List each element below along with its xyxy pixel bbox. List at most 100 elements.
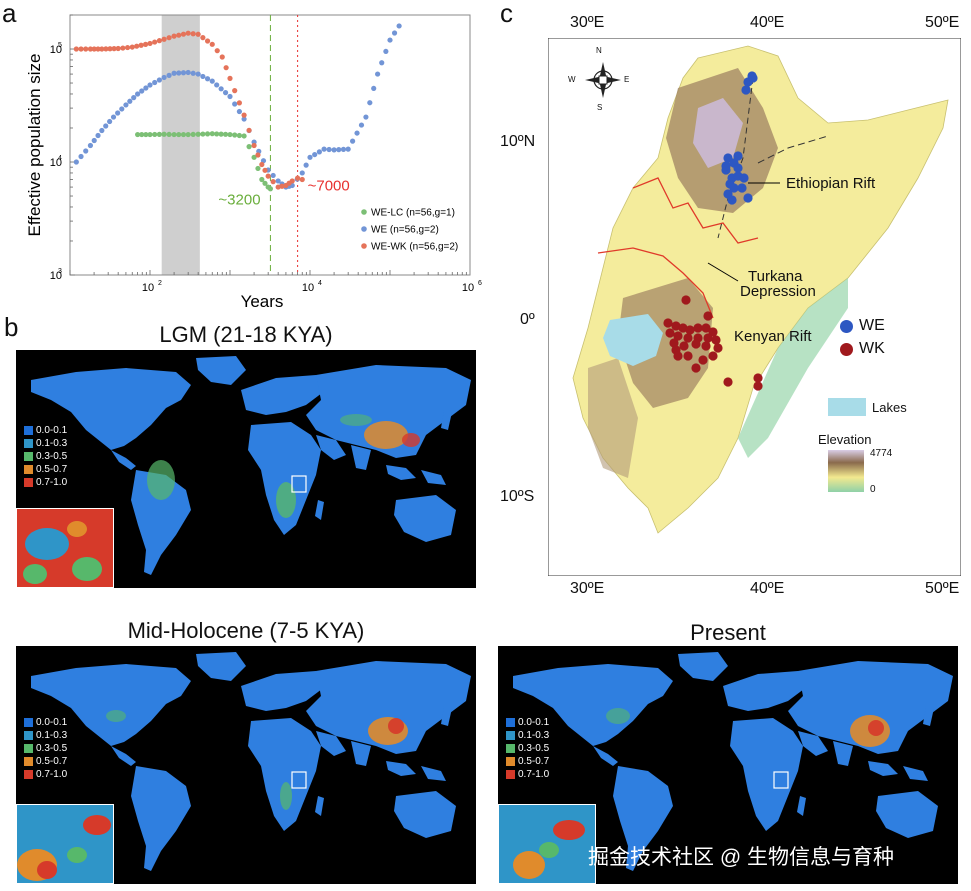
series-point-0: [200, 131, 206, 137]
panel-c-letter: c: [500, 0, 513, 28]
panel-a-letter: a: [2, 0, 17, 28]
x-tick-exp: 2: [158, 280, 162, 287]
series-point-2: [251, 142, 257, 149]
series-point-0: [259, 176, 265, 183]
sample-point-wk: [691, 339, 701, 349]
series-point-1: [139, 88, 145, 94]
series-point-0: [135, 131, 141, 138]
y-tick-exp: 5: [58, 42, 62, 49]
series-point-2: [209, 41, 215, 47]
series-point-1: [204, 76, 211, 82]
series-point-1: [340, 146, 347, 152]
series-point-1: [131, 95, 137, 101]
series-point-2: [262, 167, 268, 173]
series-point-1: [367, 100, 373, 106]
sample-point-wk: [713, 343, 723, 353]
legend-swatch: [506, 731, 515, 740]
legend-dot-we: [840, 319, 853, 333]
sample-point-wk: [673, 331, 683, 341]
series-point-1: [396, 23, 402, 29]
ethiopian-highlands-peaks: [693, 98, 743, 168]
lat-0: 0º: [520, 311, 535, 328]
sample-point-wk: [708, 351, 718, 361]
label-turkana: Turkana: [748, 268, 803, 285]
legend-label: 0.0-0.1: [36, 425, 68, 436]
sample-point-wk: [669, 338, 679, 348]
legend-label: 0.1-0.3: [36, 730, 68, 741]
sample-point-we: [733, 163, 743, 173]
compass-s: S: [597, 103, 603, 112]
world-map-mid-holocene: 0.0-0.1 0.1-0.3 0.3-0.5 0.5-0.7 0.7-1.0: [16, 646, 476, 884]
series-point-2: [87, 46, 94, 52]
y-axis-label: Effective population size: [25, 53, 44, 236]
world-map-lgm-svg: [31, 356, 471, 575]
lon-top-50: 50ºE: [925, 14, 960, 31]
sample-point-we: [741, 85, 751, 95]
series-point-1: [195, 71, 201, 77]
series-point-1: [91, 137, 97, 144]
series-point-0: [214, 131, 220, 137]
series-point-1: [78, 153, 84, 160]
series-point-2: [255, 152, 261, 158]
series-point-1: [123, 102, 129, 108]
series-point-0: [147, 131, 153, 138]
rift-line-dashed: [717, 77, 754, 239]
series-point-2: [299, 176, 305, 183]
tanzania-highlands: [588, 358, 638, 478]
sample-point-wk: [683, 351, 693, 361]
lat-10s: 10ºS: [500, 488, 535, 505]
series-point-0: [161, 131, 167, 137]
series-point-1: [95, 132, 101, 139]
sample-point-wk: [673, 351, 683, 361]
series-point-1: [214, 82, 220, 88]
legend-label: 0.3-0.5: [36, 451, 68, 462]
legend-marker-1: [361, 226, 367, 232]
series-point-0: [227, 131, 233, 138]
series-point-1: [345, 146, 351, 152]
series-point-2: [129, 44, 135, 50]
sample-point-wk: [691, 363, 701, 373]
sample-point-we: [748, 73, 758, 83]
legend-label-wk: WK: [859, 340, 885, 357]
series-point-1: [180, 70, 187, 76]
series-point-1: [161, 74, 167, 81]
lon-top-40: 40ºE: [750, 14, 785, 31]
series-point-2: [241, 112, 247, 118]
lon-bottom-30: 30ºE: [570, 580, 605, 597]
series-point-1: [185, 69, 191, 76]
series-point-1: [209, 78, 215, 84]
x-tick-label: 10: [142, 282, 154, 294]
annotation-7000: ~7000: [308, 177, 350, 194]
map-title-lgm: LGM (21-18 KYA): [159, 322, 333, 347]
annotation-3200: ~3200: [218, 192, 260, 209]
sample-point-wk: [685, 325, 695, 335]
legend-swatch: [24, 439, 33, 448]
legend-label: 0.5-0.7: [36, 464, 68, 475]
series-point-2: [185, 30, 191, 36]
series-point-2: [78, 46, 84, 52]
series-point-1: [321, 146, 327, 152]
series-point-2: [107, 46, 113, 52]
coastal-lowlands: [738, 278, 848, 458]
legend-swatch: [24, 718, 33, 727]
sample-point-wk: [683, 333, 693, 343]
y-tick-exp: 3: [58, 268, 62, 275]
series-point-0: [190, 131, 196, 138]
sample-point-we: [721, 161, 731, 171]
lat-10n: 10ºN: [500, 133, 536, 150]
lon-bottom-40: 40ºE: [750, 580, 785, 597]
legend-label-0: WE-LC (n=56,g=1): [371, 208, 455, 219]
watermark: 掘金技术社区 @ 生物信息与育种: [588, 846, 894, 869]
sample-point-we: [743, 193, 753, 203]
series-point-2: [180, 31, 187, 37]
series-point-1: [387, 37, 393, 43]
series-point-0: [204, 131, 211, 137]
series-point-1: [241, 116, 247, 122]
series-point-2: [236, 100, 242, 106]
legend-swatch: [24, 731, 33, 740]
sample-point-we: [733, 151, 743, 161]
legend-lgm: 0.0-0.1 0.1-0.3 0.3-0.5 0.5-0.7 0.7-1.0: [24, 424, 67, 489]
series-point-0: [246, 144, 252, 150]
series-point-1: [354, 130, 360, 136]
map-title-mid-holocene: Mid-Holocene (7-5 KYA): [127, 618, 365, 643]
